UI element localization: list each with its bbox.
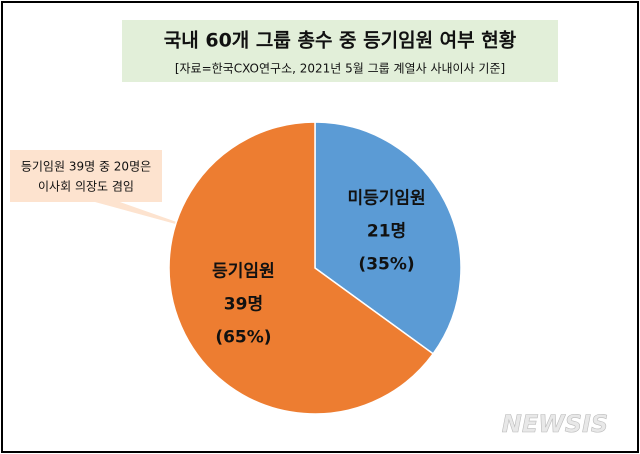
title-box bbox=[122, 20, 558, 82]
annotation: 등기임원 39명 중 20명은 bbox=[21, 160, 151, 174]
slice-label: 등기임원 bbox=[212, 260, 275, 281]
annotation: 이사회 의장도 겸임 bbox=[38, 180, 134, 194]
chart-subtitle: [자료=한국CXO연구소, 2021년 5월 그룹 계열사 사내이사 기준] bbox=[175, 62, 505, 76]
slice-label: 미등기임원 bbox=[347, 188, 425, 209]
pie-slice bbox=[168, 121, 435, 415]
pie-slice bbox=[314, 121, 462, 355]
chart-title: 국내 60개 그룹 총수 중 등기임원 여부 현황 bbox=[164, 29, 517, 52]
slice-labels: 미등기임원 21명 (35%) 등기임원 39명 (65%) bbox=[212, 188, 425, 348]
pie bbox=[168, 121, 462, 415]
annotation-callout bbox=[10, 150, 205, 232]
watermark: NEWSIS bbox=[502, 410, 608, 438]
percent-label: (65%) bbox=[215, 327, 271, 347]
value-label: 21명 bbox=[367, 222, 406, 242]
percent-label: (35%) bbox=[358, 255, 414, 275]
value-label: 39명 bbox=[224, 294, 263, 314]
